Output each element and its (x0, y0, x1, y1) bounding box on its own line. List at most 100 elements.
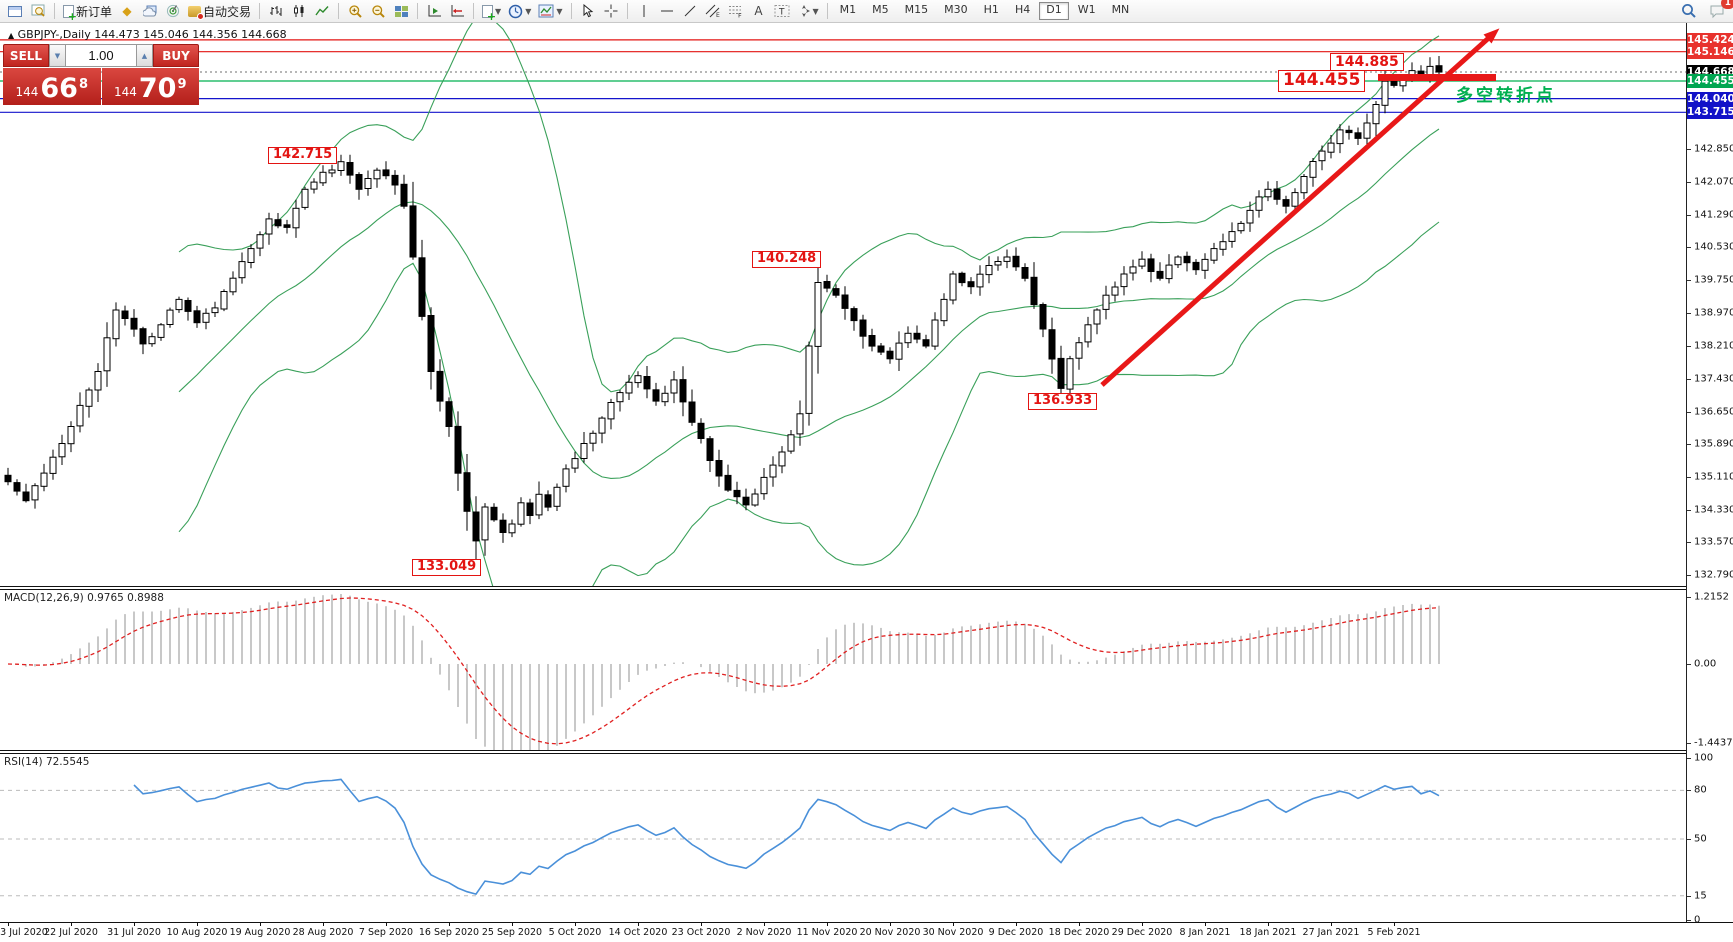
timeframe-d1[interactable]: D1 (1039, 2, 1069, 20)
news-button[interactable] (162, 1, 184, 21)
vertical-line-button[interactable] (633, 1, 655, 21)
rsi-line[interactable] (133, 778, 1440, 896)
bollinger-lower-band[interactable] (178, 221, 1440, 586)
price-tick (1687, 149, 1691, 150)
new-order-icon: + (63, 4, 77, 22)
periods-button[interactable]: ▼ (505, 1, 534, 21)
date-tick (71, 923, 72, 926)
equidistant-channel-button[interactable]: E (702, 1, 724, 21)
timeframe-m30[interactable]: M30 (944, 3, 968, 16)
search-icon (1682, 4, 1696, 18)
rsi-label: 100 (1694, 752, 1714, 764)
new-order-button[interactable]: + 新订单 (60, 1, 115, 22)
date-label: 25 Sep 2020 (481, 927, 543, 938)
date-label: 2 Nov 2020 (736, 927, 792, 938)
macd-signal-line[interactable] (7, 597, 1440, 745)
price-label: 137.430 (1694, 373, 1733, 385)
bollinger-middle-band[interactable] (178, 128, 1440, 479)
zoom-out-icon (371, 4, 385, 18)
market-watch-button[interactable]: ◆ (116, 1, 138, 21)
timeframe-m5[interactable]: M5 (872, 3, 889, 16)
date-label: 29 Dec 2020 (1111, 927, 1173, 938)
fibonacci-button[interactable]: F (725, 1, 747, 21)
bid-quote[interactable]: 144 66 8 (3, 68, 101, 105)
price-annotation[interactable]: 136.933 (1028, 393, 1098, 410)
price-level-label-144.455: 144.455 (1687, 73, 1733, 88)
symbol-title: GBPJPY-,Daily (17, 28, 91, 41)
tile-windows-button[interactable] (390, 1, 412, 21)
main-price-pane[interactable] (0, 23, 1686, 586)
cursor-button[interactable] (577, 1, 599, 21)
date-tick (1079, 923, 1080, 926)
trend-arrow-line[interactable] (1100, 33, 1494, 387)
timeframe-h4[interactable]: H4 (1014, 3, 1031, 16)
trend-line-button[interactable] (679, 1, 701, 21)
timeframe-m1[interactable]: M1 (839, 3, 857, 16)
volume-increase-button[interactable]: ▲ (136, 44, 153, 67)
rsi-pane[interactable] (0, 754, 1686, 922)
news-radio-icon (166, 4, 180, 18)
pane-separator[interactable] (0, 586, 1733, 590)
ask-prefix: 144 (113, 85, 137, 99)
price-level-label-143.715: 143.715 (1687, 105, 1733, 120)
price-annotation[interactable]: 133.049 (412, 559, 482, 576)
pane-separator[interactable] (0, 750, 1733, 754)
date-tick (638, 923, 639, 926)
date-label: 19 Aug 2020 (229, 927, 291, 938)
notifications-button[interactable]: 1 (1706, 0, 1733, 21)
chart-preview-button[interactable] (27, 1, 49, 21)
new-order-label: 新订单 (76, 4, 113, 19)
new-chart-button[interactable] (4, 1, 26, 21)
crosshair-button[interactable] (600, 1, 622, 21)
price-annotation[interactable]: 142.715 (268, 147, 338, 164)
auto-scroll-button[interactable] (423, 1, 445, 21)
macd-pane[interactable] (0, 590, 1686, 750)
date-label: 18 Dec 2020 (1048, 927, 1110, 938)
price-annotation[interactable]: 144.455 (1278, 70, 1366, 92)
ask-quote[interactable]: 144 70 9 (101, 68, 199, 105)
text-label-button[interactable]: T (771, 1, 793, 21)
line-chart-button[interactable] (311, 1, 333, 21)
date-label: 7 Sep 2020 (358, 927, 414, 938)
date-label: 8 Jan 2021 (1179, 927, 1231, 938)
support-resistance-bar[interactable] (1378, 74, 1496, 81)
bar-chart-button[interactable] (265, 1, 287, 21)
svg-text:E: E (716, 12, 720, 18)
trend-note-text: 多空转折点 (1456, 86, 1556, 106)
chart-preview-icon (31, 4, 45, 17)
horizontal-line-button[interactable] (656, 1, 678, 21)
chart-shift-button[interactable] (446, 1, 468, 21)
zoom-out-button[interactable] (367, 1, 389, 21)
trend-line-icon (684, 5, 695, 17)
timeframe-mn[interactable]: MN (1111, 3, 1130, 16)
arrows-button[interactable]: ▼ (794, 1, 822, 21)
price-tick (1687, 313, 1691, 315)
timeframe-m15[interactable]: M15 (904, 3, 929, 16)
sell-button[interactable]: SELL (3, 44, 49, 67)
date-tick (764, 923, 765, 926)
date-label: 22 Jul 2020 (44, 927, 98, 938)
autotrading-button[interactable]: 自动交易 (185, 1, 254, 21)
price-annotation[interactable]: 144.885 (1330, 53, 1404, 72)
date-axis[interactable]: 3 Jul 2020 22 Jul 2020 31 Jul 2020 10 Aug 2… (0, 923, 1686, 942)
one-click-trading-panel: SELL ▼ ▲ BUY 144 66 8 144 70 9 (3, 44, 199, 105)
chart-area[interactable]: ▲ GBPJPY-,Daily 144.473 145.046 144.356 … (0, 23, 1733, 942)
volume-input[interactable] (66, 44, 136, 67)
candle-chart-button[interactable] (288, 1, 310, 21)
price-axis[interactable]: 142.850 142.070 141.290 140.530 139.750 138.9… (1686, 23, 1733, 926)
zoom-in-button[interactable] (344, 1, 366, 21)
templates-button[interactable]: + ▼ (479, 1, 504, 22)
date-tick (1394, 923, 1395, 926)
price-annotation[interactable]: 140.248 (752, 251, 822, 268)
timeframe-w1[interactable]: W1 (1077, 3, 1096, 16)
volume-decrease-button[interactable]: ▼ (49, 44, 66, 67)
price-label: 136.650 (1694, 406, 1733, 418)
signals-button[interactable] (139, 1, 161, 21)
text-button[interactable]: A (748, 1, 770, 21)
indicators-button[interactable]: ▼ (535, 1, 565, 21)
search-button[interactable] (1678, 1, 1700, 21)
buy-button[interactable]: BUY (153, 44, 199, 67)
timeframe-h1[interactable]: H1 (983, 3, 999, 16)
price-tick (1687, 247, 1691, 249)
date-label: 27 Jan 2021 (1302, 927, 1360, 938)
